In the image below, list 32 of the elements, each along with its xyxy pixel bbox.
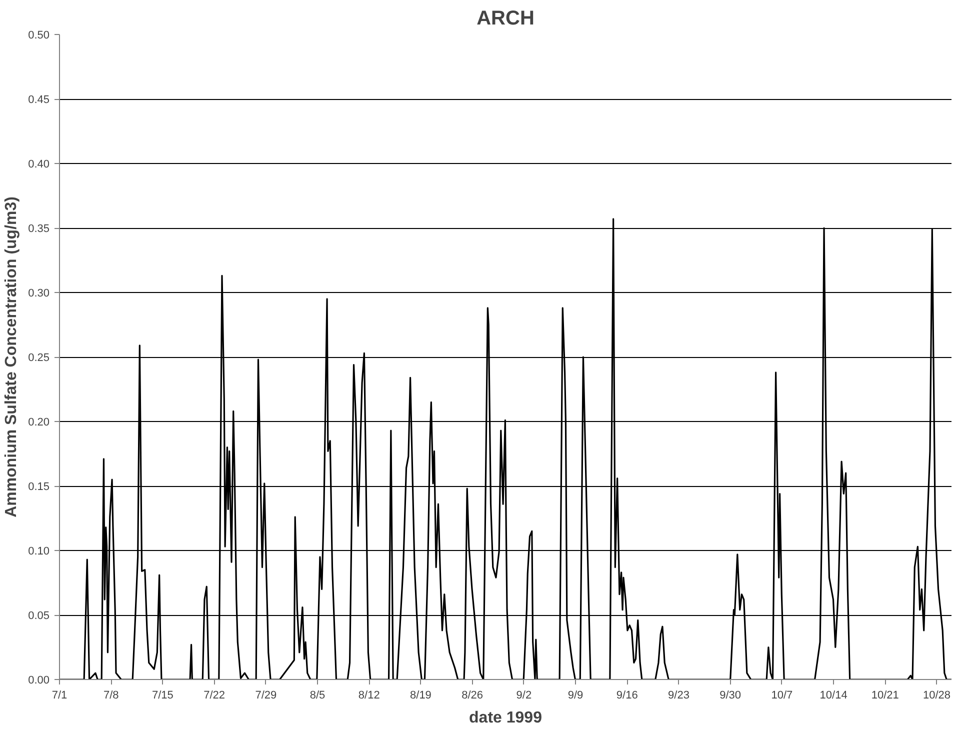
x-tick-label: 8/5: [310, 690, 326, 702]
y-tick-label: 0.40: [28, 158, 50, 170]
y-tick-label: 0.50: [28, 30, 50, 42]
x-tick-label: 7/1: [52, 690, 68, 702]
x-tick-label: 10/7: [771, 690, 793, 702]
x-tick-label: 9/23: [668, 690, 690, 702]
y-tick-label: 0.35: [28, 223, 50, 235]
x-tick-label: 7/22: [204, 690, 226, 702]
y-tick-label: 0.05: [28, 610, 50, 622]
y-tick-label: 0.15: [28, 481, 50, 493]
x-tick-label: 9/30: [720, 690, 742, 702]
x-tick-label: 8/12: [358, 690, 380, 702]
x-axis-title: date 1999: [469, 710, 542, 726]
x-tick-label: 10/14: [820, 690, 848, 702]
x-tick-label: 8/26: [462, 690, 484, 702]
x-tick-label: 7/29: [255, 690, 277, 702]
x-tick-label: 9/16: [616, 690, 638, 702]
y-tick-label: 0.30: [28, 288, 50, 300]
x-tick-label: 7/15: [152, 690, 174, 702]
y-tick-label: 0.00: [28, 674, 50, 686]
x-tick-label: 7/8: [103, 690, 119, 702]
x-tick-label: 9/2: [516, 690, 532, 702]
y-axis-title: Ammonium Sulfate Concentration (ug/m3): [3, 196, 20, 518]
y-tick-label: 0.25: [28, 352, 50, 364]
y-tick-label: 0.20: [28, 416, 50, 428]
y-tick-label: 0.10: [28, 546, 50, 558]
x-tick-label: 9/9: [568, 690, 584, 702]
x-tick-label: 10/28: [922, 690, 951, 702]
x-tick-label: 10/21: [871, 690, 899, 702]
chart-title: ARCH: [476, 8, 534, 30]
y-tick-label: 0.45: [28, 94, 50, 106]
x-tick-label: 8/19: [410, 690, 432, 702]
